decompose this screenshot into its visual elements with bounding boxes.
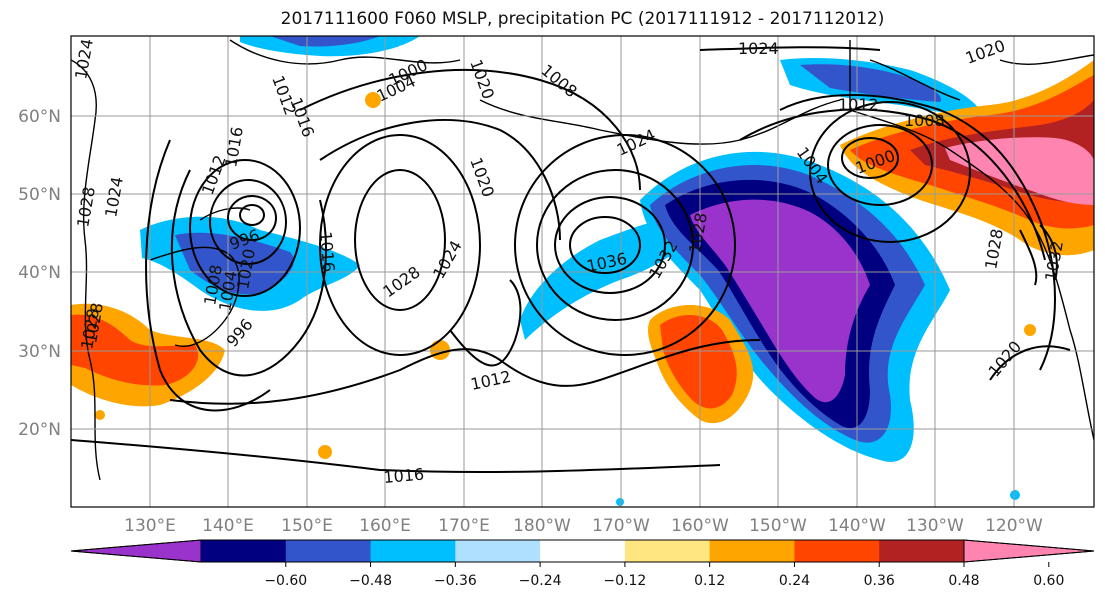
negative-region-central-tongue — [520, 216, 700, 340]
lon-label: 170°W — [592, 516, 650, 536]
lat-label-60n: 60°N — [18, 107, 61, 127]
lon-label: 160°E — [359, 516, 411, 536]
lat-label-20n: 20°N — [18, 420, 61, 440]
latitude-labels: 60°N 50°N 40°N 30°N 20°N — [18, 107, 61, 440]
isobar-label: 1024 — [738, 39, 779, 58]
colorbar-swatch — [201, 540, 287, 562]
colorbar-outline — [70, 539, 1095, 563]
isobar-label: 1012 — [838, 95, 879, 114]
coastlines — [71, 39, 1094, 481]
lat-label-30n: 30°N — [18, 342, 61, 362]
colorbar-tick-label: 0.24 — [779, 573, 810, 589]
colorbar-swatch — [879, 540, 965, 562]
lon-label: 140°E — [202, 516, 254, 536]
colorbar-swatch — [455, 540, 541, 562]
colorbar-tick-label: 0.60 — [1033, 573, 1064, 589]
isobar-label: 1016 — [316, 231, 338, 273]
colorbar-tick-label: 0.36 — [864, 573, 895, 589]
negative-region-north — [240, 36, 420, 57]
isobar-label: 1016 — [383, 465, 425, 487]
colorbar-swatch — [285, 540, 372, 562]
lon-label: 160°W — [671, 516, 729, 536]
colorbar-tick-label: 0.12 — [694, 573, 725, 589]
colorbar-swatch — [540, 540, 626, 562]
isobars — [71, 46, 1071, 474]
colorbar-tick-label: −0.24 — [519, 573, 562, 589]
colorbar-tick-label: 0.48 — [948, 573, 979, 589]
colorbar-tick-label: −0.12 — [603, 573, 646, 589]
precip-shading — [71, 36, 1094, 506]
colorbar-extend-high — [963, 539, 1095, 563]
colorbar-labels: −0.60 −0.48 −0.36 −0.24 −0.12 0.12 0.24 0.36 0.4… — [264, 562, 1064, 589]
lon-label: 170°E — [438, 516, 490, 536]
lon-label: 120°W — [985, 516, 1043, 536]
colorbar-extend-low — [70, 539, 202, 563]
lon-label: 140°W — [828, 516, 886, 536]
colorbar — [70, 539, 1095, 563]
lon-label: 150°E — [281, 516, 333, 536]
map-title: 2017111600 F060 MSLP, precipitation PC (… — [280, 9, 885, 29]
lat-label-40n: 40°N — [18, 263, 61, 283]
lon-label: 150°W — [749, 516, 807, 536]
colorbar-tick-label: −0.60 — [264, 573, 307, 589]
lat-label-50n: 50°N — [18, 185, 61, 205]
colorbar-swatch — [794, 540, 880, 562]
graticule — [71, 36, 1094, 507]
lon-label: 180°W — [513, 516, 571, 536]
colorbar-tick-label: −0.36 — [434, 573, 477, 589]
colorbar-swatch — [370, 540, 456, 562]
isobar-label: 1008 — [904, 111, 945, 130]
lon-label: 130°E — [124, 516, 176, 536]
colorbar-swatch — [624, 540, 711, 562]
longitude-labels: 130°E 140°E 150°E 160°E 170°E 180°W 170°… — [124, 516, 1043, 536]
colorbar-tick-label: −0.48 — [349, 573, 392, 589]
colorbar-swatch — [709, 540, 795, 562]
lon-label: 130°W — [906, 516, 964, 536]
map-frame — [70, 35, 1095, 508]
